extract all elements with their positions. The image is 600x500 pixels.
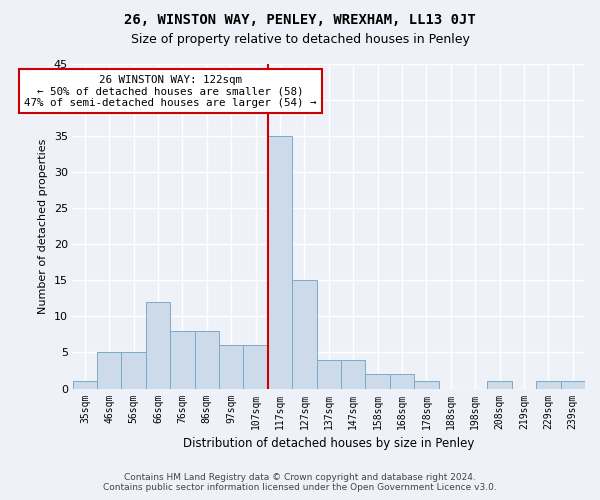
Bar [317, 360, 341, 388]
Bar [365, 374, 390, 388]
Text: Contains HM Land Registry data © Crown copyright and database right 2024.
Contai: Contains HM Land Registry data © Crown c… [103, 473, 497, 492]
Bar [73, 382, 97, 388]
Bar [244, 346, 268, 389]
Bar [292, 280, 317, 388]
Bar [414, 382, 439, 388]
Bar [390, 374, 414, 388]
Bar [146, 302, 170, 388]
Bar [560, 382, 585, 388]
Bar [219, 346, 244, 389]
Bar [341, 360, 365, 388]
Bar [121, 352, 146, 388]
Bar [268, 136, 292, 388]
Bar [536, 382, 560, 388]
Bar [487, 382, 512, 388]
Y-axis label: Number of detached properties: Number of detached properties [38, 138, 48, 314]
Bar [194, 331, 219, 388]
Bar [97, 352, 121, 388]
Text: Size of property relative to detached houses in Penley: Size of property relative to detached ho… [131, 32, 469, 46]
Text: 26 WINSTON WAY: 122sqm
← 50% of detached houses are smaller (58)
47% of semi-det: 26 WINSTON WAY: 122sqm ← 50% of detached… [24, 75, 317, 108]
Bar [170, 331, 194, 388]
X-axis label: Distribution of detached houses by size in Penley: Distribution of detached houses by size … [183, 437, 475, 450]
Text: 26, WINSTON WAY, PENLEY, WREXHAM, LL13 0JT: 26, WINSTON WAY, PENLEY, WREXHAM, LL13 0… [124, 12, 476, 26]
